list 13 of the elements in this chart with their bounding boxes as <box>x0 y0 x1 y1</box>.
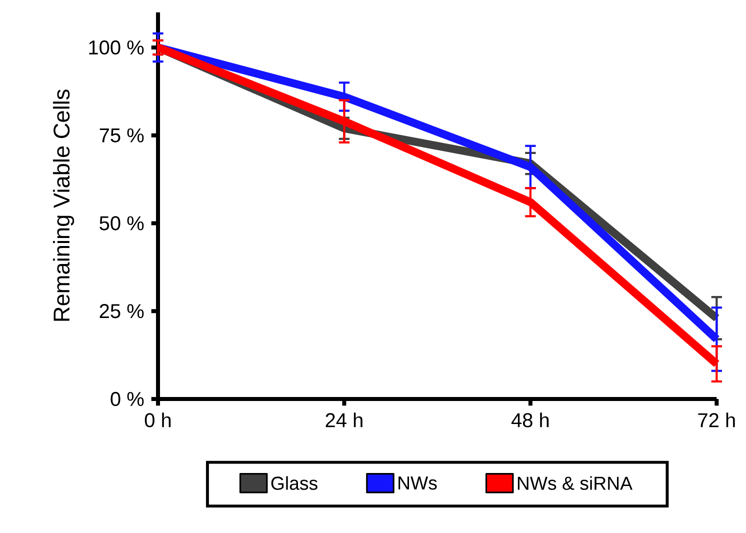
x-tick-label: 24 h <box>326 412 362 428</box>
x-tick-label: 0 h <box>144 412 171 428</box>
y-tick-label: 100 % <box>89 40 144 55</box>
legend-label: NWs <box>398 476 437 490</box>
y-axis-title: Remaining Viable Cells <box>52 90 74 321</box>
y-tick-label: 25 % <box>100 304 144 318</box>
legend-label: NWs & siRNA <box>518 476 632 490</box>
x-tick-label: 72 h <box>698 412 735 428</box>
y-tick-label: 75 % <box>100 128 144 142</box>
legend-label: Glass <box>271 476 318 490</box>
y-tick-label: 0 % <box>110 392 144 406</box>
y-tick-label: 50 % <box>100 216 144 230</box>
x-tick-label: 48 h <box>511 412 549 428</box>
